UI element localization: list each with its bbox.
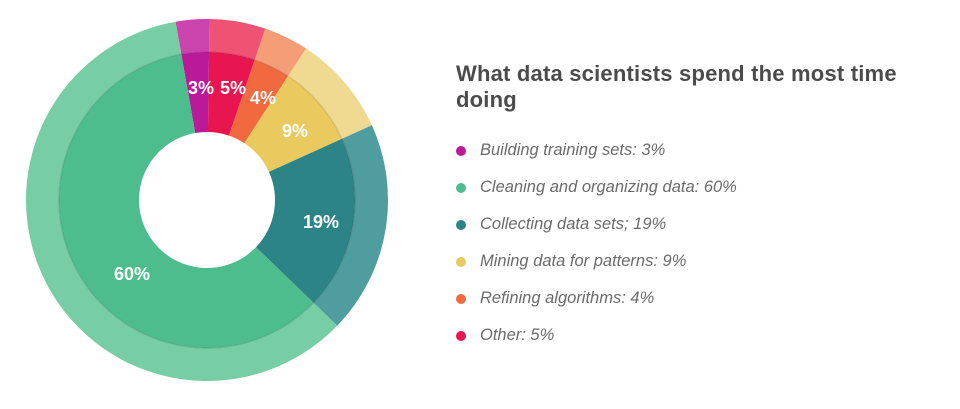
legend-item-mining-data-for-patterns: Mining data for patterns: 9% [456,243,936,280]
donut-slice [58,54,314,349]
donut-slice [181,51,210,134]
slice-label: 4% [250,88,276,108]
donut-slice [255,138,355,303]
legend-item-refining-algorithms: Refining algorithms: 4% [456,280,936,317]
legend-dot-icon [456,256,466,267]
donut-outer-slice [254,28,307,77]
slice-label: 5% [220,78,246,98]
donut-outer-slice [209,19,266,60]
legend-item-label: Mining data for patterns: 9% [480,252,687,270]
legend-item-other: Other: 5% [456,317,936,354]
legend-item-building-training-sets: Building training sets: 3% [456,132,936,169]
legend-item-label: Building training sets: 3% [480,141,666,159]
donut-outer-slice [313,125,388,326]
donut-outer-slice [175,19,210,55]
legend-dot-icon [456,293,466,304]
legend-item-cleaning-and-organizing-data: Cleaning and organizing data: 60% [456,169,936,206]
slice-label: 9% [282,121,308,141]
donut-slice [244,76,342,172]
donut-slice [207,52,255,136]
slice-label: 3% [188,78,214,98]
legend: Building training sets: 3% Cleaning and … [456,132,936,354]
donut-slice [228,59,289,144]
legend-item-label: Cleaning and organizing data: 60% [480,178,737,196]
legend-dot-icon [456,182,466,193]
legend-dot-icon [456,330,466,341]
legend-dot-icon [456,145,466,156]
slice-label: 19% [303,212,339,232]
chart-title: What data scientists spend the most time… [456,61,897,112]
legend-item-label: Refining algorithms: 4% [480,289,655,307]
legend-item-collecting-data-sets: Collecting data sets; 19% [456,206,936,243]
legend-dot-icon [456,219,466,230]
legend-item-label: Other: 5% [480,326,555,344]
ring-separator [58,51,356,349]
donut-chart: 3% 5% 4% 9% 19% 60% [25,19,388,382]
slice-label: 60% [114,264,150,284]
legend-item-label: Collecting data sets; 19% [480,215,667,233]
donut-outer-slice [288,48,372,139]
legend-panel: What data scientists spend the most time… [456,61,936,354]
donut-outer-slice [25,21,338,382]
